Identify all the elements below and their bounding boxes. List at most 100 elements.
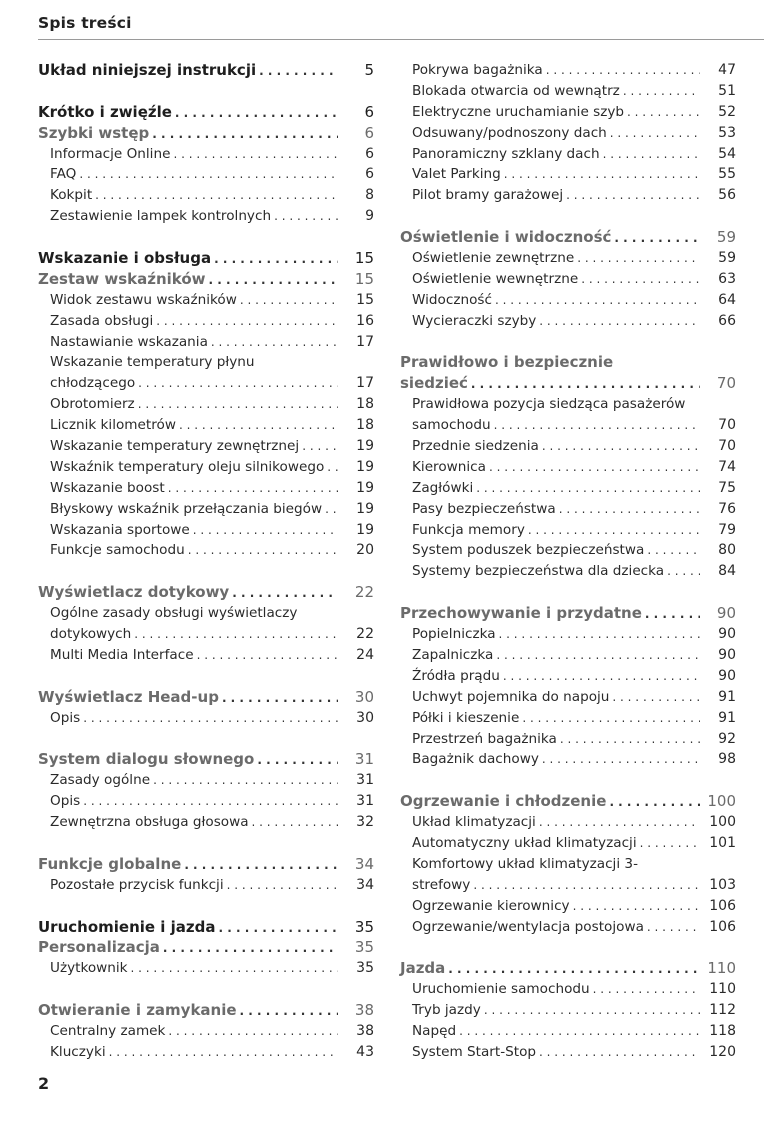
- dot-leader: [172, 103, 338, 124]
- toc-heading[interactable]: Przechowywanie i przydatne 90: [400, 603, 736, 624]
- entry-title: Półki i kieszenie: [412, 709, 520, 726]
- dot-leader: [563, 185, 700, 206]
- entry-page-number: 18: [356, 396, 374, 413]
- toc-heading[interactable]: Otwieranie i zamykanie 38: [38, 1000, 374, 1021]
- toc-entry[interactable]: Oświetlenie wewnętrzne 63: [400, 269, 736, 290]
- toc-entry[interactable]: Wskazania sportowe 19: [38, 520, 374, 541]
- toc-heading[interactable]: Prawidłowo i bezpiecznie siedzieć 70: [400, 352, 736, 394]
- entry-title: Jazda: [400, 959, 446, 978]
- toc-entry[interactable]: Zestawienie lampek kontrolnych 9: [38, 206, 374, 227]
- toc-entry[interactable]: Funkcja memory 79: [400, 520, 736, 541]
- toc-entry[interactable]: Multi Media Interface 24: [38, 645, 374, 666]
- entry-title: Elektryczne uruchamianie szyb: [412, 103, 625, 120]
- entry-title: Napęd: [412, 1022, 457, 1039]
- toc-entry[interactable]: Zasada obsługi 16: [38, 311, 374, 332]
- toc-entry[interactable]: Uchwyt pojemnika do napoju 91: [400, 687, 736, 708]
- toc-heading[interactable]: Układ niniejszej instrukcji 5: [38, 60, 374, 81]
- toc-heading[interactable]: Ogrzewanie i chłodzenie 100: [400, 791, 736, 812]
- dot-leader: [76, 164, 338, 185]
- toc-entry[interactable]: Widoczność 64: [400, 290, 736, 311]
- toc-entry[interactable]: Wskaźnik temperatury oleju silnikowego 19: [38, 457, 374, 478]
- toc-entry[interactable]: Automatyczny układ klimatyzacji 101: [400, 833, 736, 854]
- toc-entry[interactable]: Popielniczka 90: [400, 624, 736, 645]
- toc-heading[interactable]: System dialogu słownego 31: [38, 749, 374, 770]
- toc-heading[interactable]: Uruchomienie i jazda 35: [38, 917, 374, 938]
- toc-entry[interactable]: Wskazanie temperatury płynu chłodzącego 17: [38, 352, 374, 394]
- toc-entry[interactable]: Panoramiczny szklany dach 54: [400, 144, 736, 165]
- entry-title: Panoramiczny szklany dach: [412, 145, 600, 162]
- entry-title: Uruchomienie i jazda: [38, 917, 216, 936]
- toc-entry[interactable]: Pokrywa bagażnika 47: [400, 60, 736, 81]
- toc-entry[interactable]: Elektryczne uruchamianie szyb 52: [400, 102, 736, 123]
- toc-heading[interactable]: Wyświetlacz dotykowy 22: [38, 582, 374, 603]
- toc-entry[interactable]: Ogólne zasady obsługi wyświetlaczy dotyko…: [38, 603, 374, 645]
- toc-entry[interactable]: Opis 30: [38, 708, 374, 729]
- toc-heading[interactable]: Zestaw wskaźników 15: [38, 269, 374, 290]
- entry-page-number: 43: [356, 1043, 374, 1060]
- toc-entry[interactable]: Użytkownik 35: [38, 958, 374, 979]
- toc-entry[interactable]: Licznik kilometrów 18: [38, 415, 374, 436]
- toc-entry[interactable]: Kokpit 8: [38, 185, 374, 206]
- toc-entry[interactable]: Oświetlenie zewnętrzne 59: [400, 248, 736, 269]
- toc-entry[interactable]: Wskazanie temperatury zewnętrznej 19: [38, 436, 374, 457]
- toc-entry[interactable]: Widok zestawu wskaźników 15: [38, 290, 374, 311]
- dot-leader: [500, 666, 700, 687]
- toc-heading[interactable]: Oświetlenie i widoczność 59: [400, 227, 736, 248]
- dot-leader: [176, 415, 338, 436]
- toc-entry[interactable]: Obrotomierz 18: [38, 394, 374, 415]
- toc-section: Wyświetlacz dotykowy22Ogólne zasady obsł…: [38, 582, 374, 666]
- toc-entry[interactable]: Zapalniczka 90: [400, 645, 736, 666]
- toc-entry[interactable]: Pilot bramy garażowej 56: [400, 185, 736, 206]
- entry-title: Kluczyki: [50, 1043, 106, 1060]
- toc-entry[interactable]: System poduszek bezpieczeństwa 80: [400, 540, 736, 561]
- toc-heading[interactable]: Wyświetlacz Head-up 30: [38, 687, 374, 708]
- toc-heading[interactable]: Personalizacja 35: [38, 937, 374, 958]
- dot-leader: [106, 1042, 338, 1063]
- dot-leader: [92, 185, 338, 206]
- toc-entry[interactable]: Kierownica 74: [400, 457, 736, 478]
- toc-entry[interactable]: Zagłówki 75: [400, 478, 736, 499]
- toc-entry[interactable]: Bagażnik dachowy 98: [400, 749, 736, 770]
- toc-entry[interactable]: Wycieraczki szyby 66: [400, 311, 736, 332]
- toc-entry[interactable]: Valet Parking 55: [400, 164, 736, 185]
- toc-entry[interactable]: Układ klimatyzacji 100: [400, 812, 736, 833]
- toc-heading[interactable]: Szybki wstęp 6: [38, 123, 374, 144]
- toc-heading[interactable]: Krótko i zwięźle 6: [38, 102, 374, 123]
- toc-entry[interactable]: Funkcje samochodu 20: [38, 540, 374, 561]
- toc-entry[interactable]: Błyskowy wskaźnik przełączania biegów 19: [38, 499, 374, 520]
- toc-entry[interactable]: Systemy bezpieczeństwa dla dziecka 84: [400, 561, 736, 582]
- toc-entry[interactable]: Opis 31: [38, 791, 374, 812]
- dot-leader: [165, 1021, 338, 1042]
- toc-heading[interactable]: Funkcje globalne 34: [38, 854, 374, 875]
- toc-entry[interactable]: Kluczyki 43: [38, 1042, 374, 1063]
- toc-entry[interactable]: System Start-Stop 120: [400, 1042, 736, 1063]
- toc-entry[interactable]: Prawidłowa pozycja siedząca pasażerów sam…: [400, 394, 736, 436]
- toc-entry[interactable]: Komfortowy układ klimatyzacji 3- strefowy…: [400, 854, 736, 896]
- toc-entry[interactable]: Wskazanie boost 19: [38, 478, 374, 499]
- toc-entry[interactable]: Ogrzewanie kierownicy 106: [400, 896, 736, 917]
- toc-entry[interactable]: Zasady ogólne 31: [38, 770, 374, 791]
- toc-entry[interactable]: Pozostałe przycisk funkcji 34: [38, 875, 374, 896]
- toc-entry[interactable]: Źródła prądu 90: [400, 666, 736, 687]
- toc-entry[interactable]: Informacje Online 6: [38, 144, 374, 165]
- toc-heading[interactable]: Jazda 110: [400, 958, 736, 979]
- toc-heading[interactable]: Wskazanie i obsługa 15: [38, 248, 374, 269]
- toc-entry[interactable]: Odsuwany/podnoszony dach 53: [400, 123, 736, 144]
- entry-page-number: 20: [356, 542, 374, 559]
- toc-entry[interactable]: Uruchomienie samochodu 110: [400, 979, 736, 1000]
- toc-entry[interactable]: Napęd 118: [400, 1021, 736, 1042]
- toc-entry[interactable]: Pasy bezpieczeństwa 76: [400, 499, 736, 520]
- toc-entry[interactable]: Tryb jazdy 112: [400, 1000, 736, 1021]
- entry-title: Obrotomierz: [50, 396, 135, 413]
- toc-entry[interactable]: Przestrzeń bagażnika 92: [400, 729, 736, 750]
- toc-entry[interactable]: Półki i kieszenie 91: [400, 708, 736, 729]
- toc-entry[interactable]: Ogrzewanie/wentylacja postojowa 106: [400, 917, 736, 938]
- dot-leader: [600, 144, 700, 165]
- toc-entry[interactable]: Centralny zamek 38: [38, 1021, 374, 1042]
- entry-title: Widok zestawu wskaźników: [50, 291, 237, 308]
- toc-entry[interactable]: Przednie siedzenia 70: [400, 436, 736, 457]
- toc-entry[interactable]: FAQ 6: [38, 164, 374, 185]
- toc-entry[interactable]: Blokada otwarcia od wewnątrz 51: [400, 81, 736, 102]
- toc-entry[interactable]: Zewnętrzna obsługa głosowa 32: [38, 812, 374, 833]
- toc-entry[interactable]: Nastawianie wskazania 17: [38, 332, 374, 353]
